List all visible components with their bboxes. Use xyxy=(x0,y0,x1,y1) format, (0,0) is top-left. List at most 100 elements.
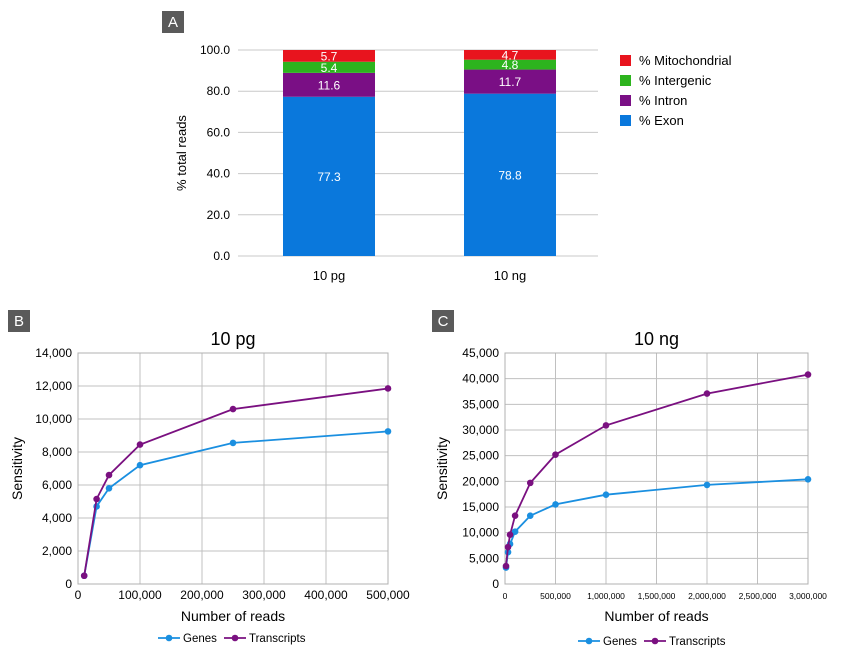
data-label: 11.6 xyxy=(318,78,341,92)
y-tick-label: 35,000 xyxy=(462,397,499,411)
legend-label: Transcripts xyxy=(669,636,726,648)
y-tick-label: 60.0 xyxy=(207,125,231,139)
x-tick-label: 0 xyxy=(75,588,82,602)
data-point xyxy=(511,512,519,520)
y-axis-label: Sensitivity xyxy=(9,437,25,500)
legend-marker xyxy=(165,634,173,642)
x-tick-label: 400,000 xyxy=(304,588,348,602)
data-label: 78.8 xyxy=(498,168,522,182)
data-point xyxy=(804,475,812,483)
y-tick-label: 80.0 xyxy=(207,84,231,98)
legend-label: Genes xyxy=(603,636,637,648)
data-label: 5.4 xyxy=(321,61,338,75)
legend-marker xyxy=(585,637,593,645)
data-point xyxy=(703,481,711,489)
chart-title: 10 ng xyxy=(634,329,679,349)
data-point xyxy=(602,491,610,498)
y-tick-label: 15,000 xyxy=(462,500,499,514)
x-tick-label: 2,000,000 xyxy=(688,591,726,601)
legend-marker xyxy=(231,634,239,642)
data-label: 4.7 xyxy=(502,48,519,62)
data-point xyxy=(526,512,534,520)
data-point xyxy=(552,501,559,508)
bar-segment xyxy=(283,61,375,73)
legend-label: Transcripts xyxy=(249,633,306,645)
x-tick-label: 2,500,000 xyxy=(739,591,777,601)
legend-swatch xyxy=(620,115,631,126)
bar-segment xyxy=(464,50,556,60)
data-point xyxy=(552,451,559,458)
y-tick-label: 12,000 xyxy=(35,379,72,393)
y-tick-label: 20.0 xyxy=(207,208,231,222)
legend-swatch xyxy=(620,55,631,66)
data-label: 11.7 xyxy=(499,75,522,89)
y-tick-label: 10,000 xyxy=(462,526,499,540)
data-point xyxy=(511,528,519,535)
y-tick-label: 6,000 xyxy=(42,478,72,492)
y-tick-label: 2,000 xyxy=(42,544,72,558)
data-point xyxy=(526,479,534,487)
y-tick-label: 40.0 xyxy=(207,167,231,181)
legend-marker xyxy=(651,637,659,645)
legend-label: % Exon xyxy=(639,113,684,128)
panel-label-a: A xyxy=(162,11,184,33)
data-point xyxy=(502,562,510,570)
data-point xyxy=(384,428,392,435)
legend-label: Genes xyxy=(183,633,217,645)
chart-title: 10 pg xyxy=(210,329,255,349)
y-tick-label: 8,000 xyxy=(42,445,72,459)
bar-segment xyxy=(464,59,556,70)
x-tick-label: 100,000 xyxy=(118,588,162,602)
x-tick-label: 1,500,000 xyxy=(638,591,676,601)
bar-segment xyxy=(283,96,375,257)
x-tick-label: 500,000 xyxy=(366,588,410,602)
data-point xyxy=(105,485,113,492)
x-axis-label: Number of reads xyxy=(604,608,708,624)
data-point xyxy=(229,405,237,413)
panel-label-b: B xyxy=(8,310,30,332)
x-axis-label: Number of reads xyxy=(181,608,285,624)
y-axis-label: % total reads xyxy=(174,115,189,191)
bar-segment xyxy=(464,69,556,94)
y-tick-label: 5,000 xyxy=(469,551,499,565)
y-tick-label: 0 xyxy=(492,577,499,591)
legend-swatch xyxy=(620,95,631,106)
y-tick-label: 10,000 xyxy=(35,412,72,426)
data-point xyxy=(703,390,711,397)
data-point xyxy=(804,371,812,378)
y-tick-label: 25,000 xyxy=(462,449,499,463)
data-label: 5.7 xyxy=(321,49,338,63)
y-tick-label: 20,000 xyxy=(462,474,499,488)
y-tick-label: 40,000 xyxy=(462,372,499,386)
legend-label: % Intergenic xyxy=(639,73,712,88)
x-tick-label: 200,000 xyxy=(180,588,224,602)
bar-segment xyxy=(283,50,375,62)
legend-label: % Intron xyxy=(639,93,687,108)
plot-frame xyxy=(504,352,809,585)
x-tick-label: 300,000 xyxy=(242,588,286,602)
data-point xyxy=(384,385,392,392)
series-line xyxy=(83,387,389,576)
data-label: 4.8 xyxy=(502,58,519,72)
data-label: 77.3 xyxy=(317,170,341,184)
data-point xyxy=(80,572,88,580)
y-tick-label: 100.0 xyxy=(200,43,230,57)
y-tick-label: 30,000 xyxy=(462,423,499,437)
data-point xyxy=(229,439,237,447)
x-tick-label: 0 xyxy=(503,591,508,601)
data-point xyxy=(506,531,514,539)
x-tick-label: 1,000,000 xyxy=(587,591,625,601)
y-tick-label: 4,000 xyxy=(42,511,72,525)
y-tick-label: 45,000 xyxy=(462,346,499,360)
series-line xyxy=(83,430,389,576)
x-tick-label: 3,000,000 xyxy=(789,591,827,601)
data-point xyxy=(105,471,113,479)
y-tick-label: 0.0 xyxy=(213,249,230,263)
y-tick-label: 14,000 xyxy=(35,346,72,360)
x-category-label: 10 pg xyxy=(313,268,346,283)
plot-frame xyxy=(77,352,389,585)
bar-segment xyxy=(464,93,556,256)
